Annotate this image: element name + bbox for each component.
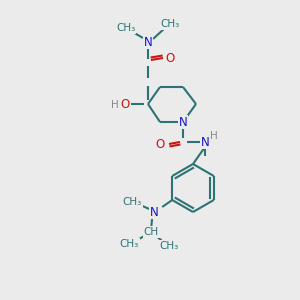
Text: CH₃: CH₃ xyxy=(123,197,142,207)
Text: CH₃: CH₃ xyxy=(120,239,139,249)
Text: CH: CH xyxy=(144,227,159,237)
Text: N: N xyxy=(144,35,152,49)
Text: H: H xyxy=(111,100,119,110)
Text: CH₃: CH₃ xyxy=(160,241,179,251)
Text: O: O xyxy=(165,52,175,64)
Text: CH₃: CH₃ xyxy=(160,19,180,29)
Text: N: N xyxy=(178,116,188,128)
Text: CH₃: CH₃ xyxy=(116,23,136,33)
Text: O: O xyxy=(155,137,165,151)
Text: N: N xyxy=(201,136,209,148)
Text: O: O xyxy=(120,98,130,110)
Text: N: N xyxy=(150,206,159,218)
Text: H: H xyxy=(210,131,218,141)
